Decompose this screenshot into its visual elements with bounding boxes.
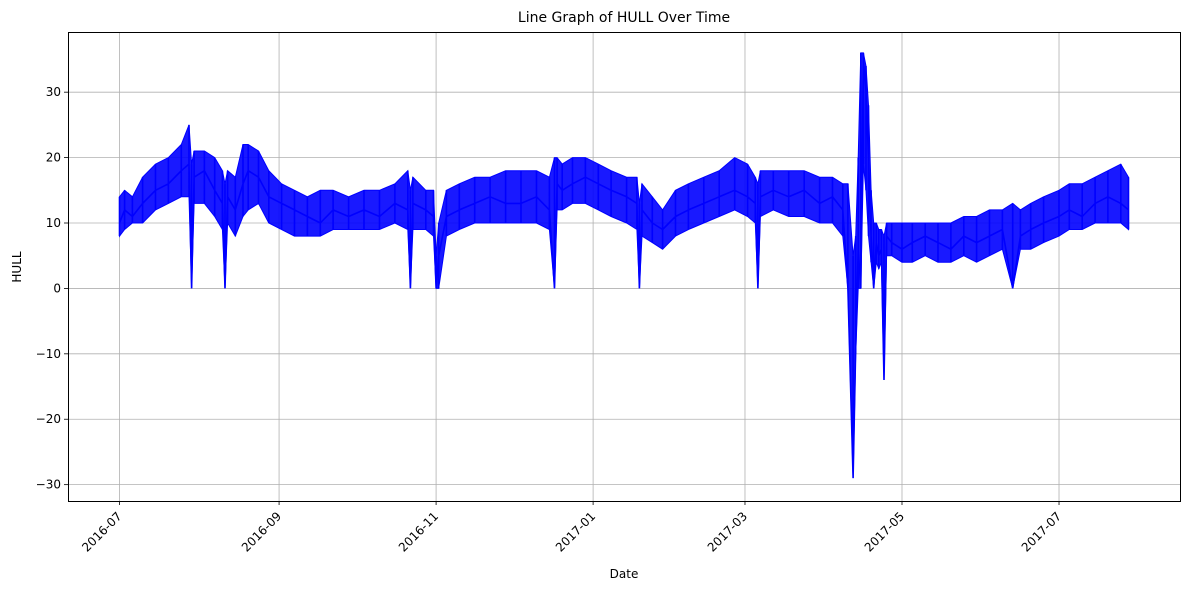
plot-frame xyxy=(68,32,1181,502)
x-axis-title: Date xyxy=(610,567,639,581)
y-tick-label: −20 xyxy=(36,412,61,426)
chart-title: Line Graph of HULL Over Time xyxy=(518,10,730,26)
data-line-group xyxy=(118,52,1130,479)
y-tick-label: 0 xyxy=(53,281,61,295)
y-axis-title: HULL xyxy=(10,251,24,282)
y-tick-label: −30 xyxy=(36,478,61,492)
y-axis-ticks: −30 −20 −10 0 10 20 30 xyxy=(36,85,68,492)
y-tick-label: 30 xyxy=(46,85,61,99)
y-tick-label: 20 xyxy=(46,151,61,165)
y-tick-label: −10 xyxy=(36,347,61,361)
series-line xyxy=(118,52,1130,479)
y-tick-label: 10 xyxy=(46,216,61,230)
